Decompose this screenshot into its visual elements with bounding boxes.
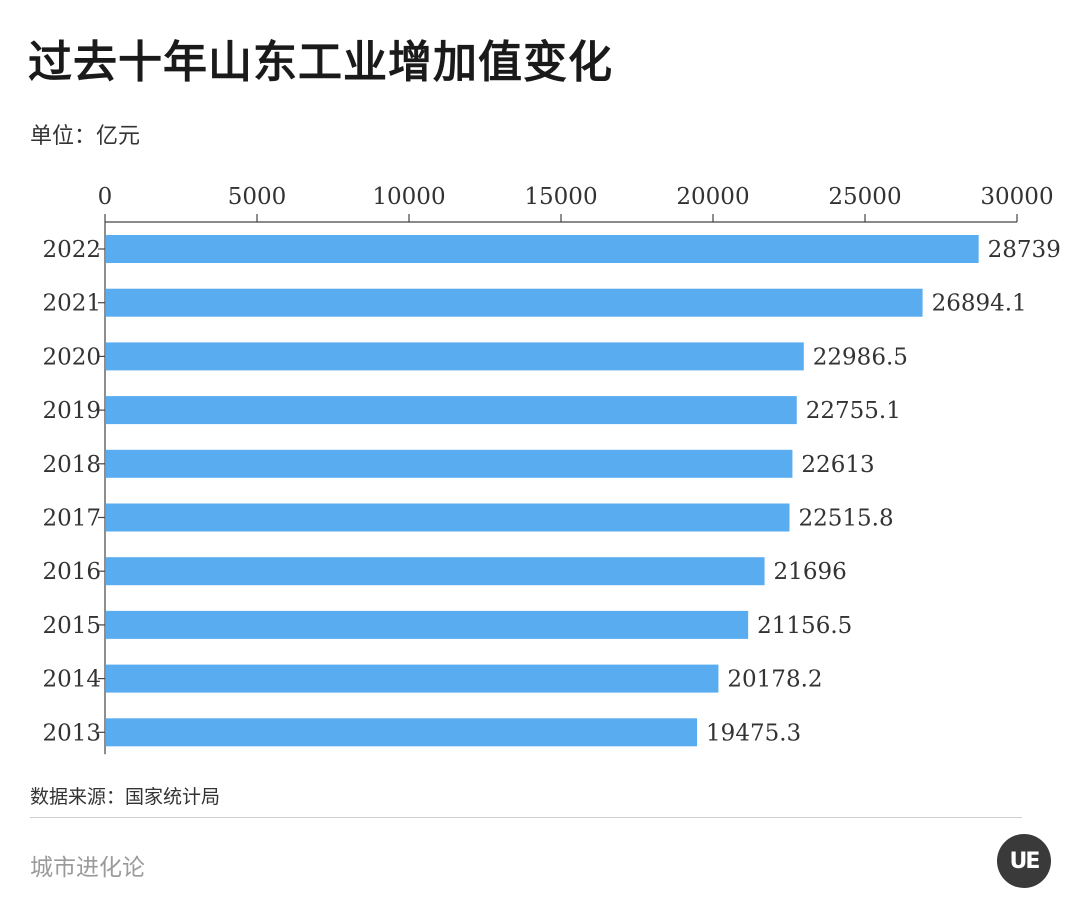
- bar: [106, 557, 765, 586]
- x-tick-label: 20000: [676, 184, 749, 210]
- footer-divider: [30, 817, 1022, 818]
- value-label: 20178.2: [727, 667, 822, 693]
- value-label: 22515.8: [798, 506, 893, 532]
- bar: [106, 664, 719, 693]
- bar: [106, 288, 923, 317]
- category-label: 2021: [42, 291, 101, 317]
- category-label: 2013: [42, 720, 101, 746]
- data-source: 数据来源：国家统计局: [30, 786, 221, 808]
- bar: [106, 718, 698, 747]
- value-label: 22986.5: [813, 344, 908, 370]
- bar: [106, 396, 797, 425]
- brand-name: 城市进化论: [30, 855, 145, 881]
- x-tick-label: 5000: [228, 184, 287, 210]
- bar: [106, 449, 793, 478]
- x-tick-label: 0: [98, 184, 113, 210]
- value-label: 22613: [801, 452, 874, 478]
- category-label: 2017: [42, 506, 101, 532]
- bar-chart: 0 5000 10000 15000 20000 25000 30000 2022 28739 2…: [42, 184, 1061, 755]
- category-label: 2015: [42, 613, 101, 639]
- value-label: 21696: [774, 559, 847, 585]
- chart-title: 过去十年山东工业增加值变化: [28, 37, 613, 88]
- category-label: 2019: [42, 398, 101, 424]
- value-label: 21156.5: [757, 613, 852, 639]
- category-label: 2022: [42, 237, 101, 263]
- unit-label: 单位：亿元: [30, 124, 141, 149]
- value-label: 19475.3: [706, 720, 801, 746]
- value-label: 22755.1: [806, 398, 901, 424]
- bar: [106, 503, 790, 532]
- bar: [106, 235, 979, 263]
- value-label: 28739: [988, 237, 1061, 263]
- category-label: 2014: [42, 667, 101, 693]
- category-label: 2020: [42, 344, 101, 370]
- bar: [106, 610, 749, 639]
- x-tick-label: 30000: [980, 184, 1053, 210]
- bar: [106, 342, 804, 371]
- category-label: 2018: [42, 452, 101, 478]
- x-tick-label: 25000: [828, 184, 901, 210]
- category-label: 2016: [42, 559, 101, 585]
- value-label: 26894.1: [932, 291, 1027, 317]
- brand-logo: UE: [997, 834, 1051, 888]
- x-tick-label: 15000: [524, 184, 597, 210]
- x-tick-label: 10000: [372, 184, 445, 210]
